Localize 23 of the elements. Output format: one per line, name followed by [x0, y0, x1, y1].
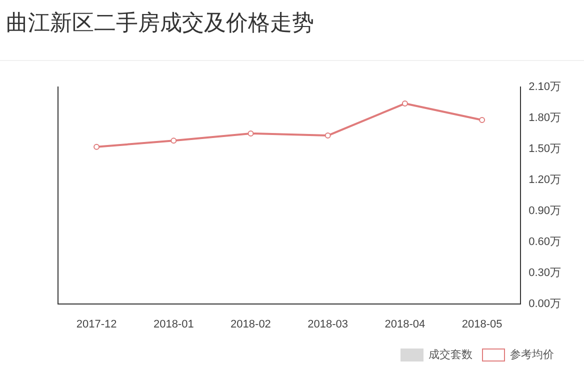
point [94, 144, 100, 150]
y2-tick-label: 1.20万 [528, 174, 562, 186]
y2-tick-label: 2.10万 [528, 81, 562, 94]
x-tick-label: 2017-12 [76, 318, 117, 330]
x-tick-label: 2018-04 [384, 318, 426, 330]
legend-label: 成交套数 [428, 348, 472, 362]
x-tick-label: 2018-05 [462, 318, 502, 330]
point [248, 130, 254, 136]
x-tick-label: 2018-01 [153, 318, 194, 330]
y2-tick-label: 1.50万 [528, 142, 562, 155]
point [402, 100, 408, 107]
point [479, 117, 486, 124]
x-tick-label: 2018-03 [308, 318, 348, 330]
legend-label: 参考均价 [510, 348, 554, 362]
y2-tick-label: 1.80万 [528, 112, 562, 124]
y2-tick-label: 0.90万 [528, 204, 562, 217]
point [324, 132, 331, 139]
chart-title: 曲江新区二手房成交及价格走势 [6, 10, 314, 38]
y2-tick-label: 0.00万 [528, 298, 562, 310]
point [170, 138, 177, 144]
y2-tick-label: 0.60万 [528, 236, 562, 248]
y2-tick-label: 0.30万 [528, 266, 562, 279]
x-tick-label: 2018-02 [230, 318, 271, 330]
